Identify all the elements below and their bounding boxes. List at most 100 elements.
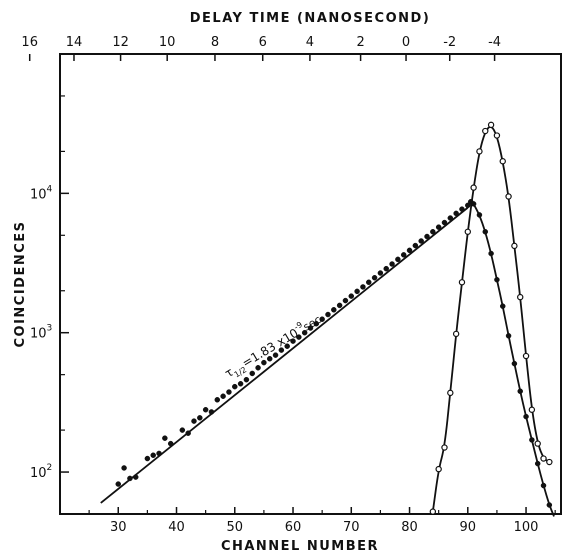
y-tick-label: 102 (30, 463, 52, 481)
open-data-point (546, 458, 553, 466)
filled-data-point (354, 288, 360, 295)
filled-data-point (406, 247, 413, 254)
y-tick-label: 103 (30, 324, 52, 342)
y-axis-title: COINCIDENCES (13, 220, 28, 347)
filled-series-peak-curve (467, 201, 555, 517)
top-tick-label: 0 (402, 35, 410, 50)
open-data-point (499, 158, 506, 165)
filled-data-point (447, 215, 454, 221)
filled-data-point (243, 376, 250, 383)
fit-curves (100, 125, 555, 517)
filled-data-point (296, 334, 302, 340)
x-axis-ticks: 30 40 50 60 70 80 90 100 (88, 507, 556, 535)
filled-data-point (470, 201, 477, 207)
filled-data-point (307, 325, 314, 331)
filled-data-point (389, 261, 395, 267)
exponential-fit-line (100, 206, 469, 504)
filled-data-point (266, 356, 273, 362)
y-tick-exponent: 4 (47, 184, 53, 194)
filled-data-point (395, 256, 401, 263)
filled-data-point (313, 320, 320, 327)
filled-data-point (383, 265, 389, 272)
open-data-point (482, 127, 489, 135)
open-data-point (476, 148, 483, 155)
filled-data-point (156, 450, 162, 457)
filled-data-point (499, 303, 506, 309)
y-tick-base: 10 (30, 466, 47, 481)
filled-data-point (371, 274, 378, 281)
filled-data-point (494, 276, 500, 283)
filled-data-point (412, 242, 419, 249)
open-data-point (447, 389, 454, 397)
filled-data-point (342, 297, 349, 304)
filled-data-point (191, 418, 197, 424)
filled-data-point (319, 316, 325, 322)
filled-data-point (255, 365, 261, 371)
open-data-point (493, 132, 501, 139)
top-tick-label: 14 (66, 35, 83, 50)
filled-data-point (336, 302, 343, 309)
filled-data-point (284, 343, 290, 349)
y-tick-exponent: 3 (47, 324, 53, 334)
filled-data-point (424, 233, 430, 240)
filled-data-point (132, 474, 139, 480)
filled-data-point (459, 206, 465, 212)
x-tick-label: 40 (168, 520, 185, 535)
data-points (115, 121, 553, 515)
open-data-point (511, 242, 518, 250)
filled-data-point (185, 430, 191, 436)
y-tick-base: 10 (30, 187, 47, 202)
filled-data-point (237, 381, 244, 387)
filled-data-point (121, 465, 127, 471)
top-tick-label: -2 (443, 35, 456, 50)
filled-data-point (232, 383, 238, 390)
filled-data-point (430, 229, 436, 235)
filled-data-point (290, 338, 296, 344)
y-tick-exponent: 2 (47, 463, 53, 473)
filled-data-point (278, 347, 285, 353)
open-data-point (528, 406, 536, 413)
filled-data-point (441, 219, 448, 226)
filled-data-point (226, 389, 232, 395)
open-data-point (487, 121, 495, 129)
filled-data-point (249, 370, 255, 377)
filled-data-point (366, 279, 372, 286)
x-tick-label: 70 (343, 520, 360, 535)
annotation-value: =1.83 x10 (240, 326, 301, 370)
x-axis-title: CHANNEL NUMBER (221, 539, 379, 554)
filled-data-point (144, 455, 151, 462)
open-data-point (464, 228, 471, 235)
annotation-exponent: -9 (293, 320, 304, 332)
open-data-point (517, 293, 524, 301)
filled-data-point (400, 252, 407, 258)
x-tick-label: 30 (110, 520, 127, 535)
filled-data-point (331, 307, 337, 313)
plot-frame (59, 53, 562, 515)
filled-data-point (435, 224, 442, 230)
filled-data-point (476, 212, 483, 218)
filled-data-point (208, 409, 215, 415)
filled-data-point (418, 238, 424, 244)
top-axis-ticks: 16 14 12 10 8 6 4 2 0 -2 -4 (21, 35, 501, 61)
top-tick-label: -4 (488, 35, 501, 50)
open-data-point (470, 184, 477, 191)
open-data-point (505, 193, 512, 200)
filled-data-point (214, 397, 221, 403)
filled-data-point (202, 406, 209, 413)
y-tick-label: 104 (30, 184, 53, 202)
open-data-point (435, 465, 442, 473)
open-data-point (452, 330, 460, 338)
filled-data-point (167, 440, 174, 447)
filled-data-point (261, 359, 267, 366)
filled-data-point (523, 413, 529, 420)
x-tick-label: 80 (401, 520, 418, 535)
filled-data-point (197, 415, 203, 421)
filled-data-point (179, 427, 186, 433)
top-tick-label: 16 (21, 35, 38, 50)
filled-data-point (546, 502, 553, 508)
open-data-point (441, 444, 448, 451)
open-series-peak-curve (431, 125, 550, 512)
filled-data-point (325, 311, 331, 318)
